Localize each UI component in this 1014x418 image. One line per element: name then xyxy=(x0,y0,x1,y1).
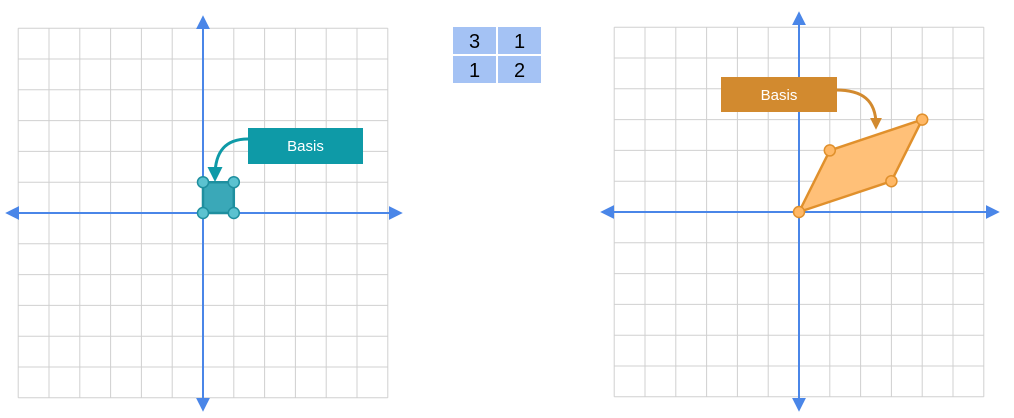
left-callout-box xyxy=(248,128,363,164)
vertex-handle xyxy=(227,175,241,189)
right-callout-box xyxy=(721,77,837,112)
vertex-handle xyxy=(196,175,210,189)
right-callout: Basis xyxy=(721,77,882,130)
left-callout-label: Basis xyxy=(287,138,324,155)
matrix-value: 3 xyxy=(469,31,480,53)
left-callout-arrow xyxy=(207,137,249,182)
vertex-handle xyxy=(196,206,210,220)
left-callout: Basis xyxy=(207,128,363,182)
vertex-handle xyxy=(792,205,806,219)
shape-fill xyxy=(201,180,236,215)
matrix-cell xyxy=(496,54,543,85)
vertex-handle xyxy=(823,144,837,157)
vertex-handle xyxy=(885,174,898,188)
matrix-value: 2 xyxy=(514,60,525,82)
transformation-matrix: 3 1 1 2 xyxy=(451,25,543,85)
right-callout-label: Basis xyxy=(761,87,798,104)
matrix-cell xyxy=(496,25,543,56)
transformed-parallelogram xyxy=(792,113,929,219)
left-coordinate-plane xyxy=(5,15,403,412)
vertex-handle xyxy=(227,206,241,220)
matrix-value: 1 xyxy=(469,60,480,82)
matrix-value: 1 xyxy=(514,31,525,53)
basis-square xyxy=(196,175,241,220)
right-coordinate-plane xyxy=(600,11,1000,412)
vertex-handle xyxy=(915,113,929,126)
right-callout-arrow xyxy=(835,88,882,130)
